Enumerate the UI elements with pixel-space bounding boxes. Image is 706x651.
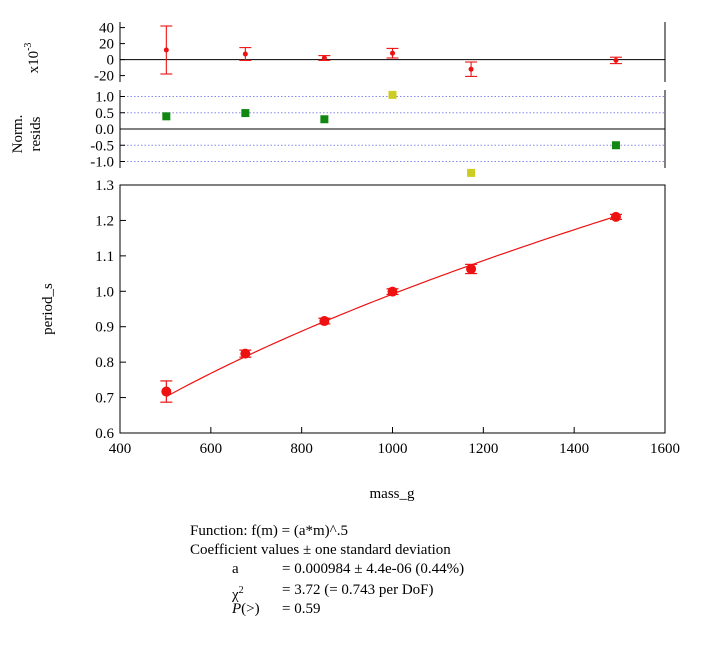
residual-point xyxy=(613,57,619,63)
y-tick-label: 1.3 xyxy=(95,178,114,194)
fit-function: Function: f(m) = (a*m)^.5 xyxy=(190,523,348,539)
norm-tick-label: -1.0 xyxy=(90,155,114,171)
p-suffix: (>) xyxy=(241,601,260,617)
coefficient-header: Coefficient values ± one standard deviat… xyxy=(190,542,451,558)
y-tick-label: 0.6 xyxy=(95,426,114,442)
coefficient-a-label: a xyxy=(232,561,239,577)
data-point xyxy=(387,286,398,297)
main-panel: 400 600 800 1000 1200 1400 1600 0.6 0.7 0.8 0.9 1.0… xyxy=(40,178,680,502)
data-point xyxy=(161,386,172,397)
residual-point xyxy=(163,47,169,53)
y-tick-label: 0.7 xyxy=(95,391,114,407)
residual-point xyxy=(321,55,327,61)
p-value-row: P(>) = 0.59 xyxy=(190,600,451,619)
x-axis-label: mass_g xyxy=(370,486,416,502)
data-point xyxy=(319,316,330,327)
data-point xyxy=(610,211,621,222)
p-symbol: P xyxy=(232,601,242,617)
y-tick-label: 0.8 xyxy=(95,355,114,371)
x-tick-label: 1000 xyxy=(378,441,408,457)
data-point xyxy=(240,348,251,359)
fit-curve xyxy=(166,215,617,398)
norm-axis-label-line1: Norm. xyxy=(10,115,26,154)
residuals-tick-label: 20 xyxy=(99,37,114,53)
x-tick-label: 800 xyxy=(290,441,313,457)
norm-tick-label: 1.0 xyxy=(95,90,114,106)
norm-residual-point xyxy=(320,115,329,124)
y-tick-label: 1.0 xyxy=(95,284,114,300)
norm-axis-label-line2: resids xyxy=(28,116,44,151)
p-value: = 0.59 xyxy=(282,601,321,617)
residuals-label-base: x10 xyxy=(26,51,42,74)
norm-residual-point xyxy=(241,109,250,118)
norm-tick-label: 0.0 xyxy=(95,122,114,138)
x-tick-label: 600 xyxy=(200,441,223,457)
residual-point xyxy=(468,66,474,72)
norm-tick-label: 0.5 xyxy=(95,106,114,122)
x-tick-label: 400 xyxy=(109,441,132,457)
y-tick-label: 1.1 xyxy=(95,249,114,265)
norm-residual-point xyxy=(388,90,397,99)
fit-info: Function: f(m) = (a*m)^.5 Coefficient va… xyxy=(190,522,464,619)
residuals-axis-label: x10-3 xyxy=(23,43,42,74)
residuals-tick-label: -20 xyxy=(94,69,114,85)
coefficient-a-row: a = 0.000984 ± 4.4e-06 (0.44%) xyxy=(190,560,464,579)
y-tick-label: 0.9 xyxy=(95,320,114,336)
x-tick-label: 1600 xyxy=(650,441,680,457)
chi-exponent: 2 xyxy=(238,585,244,596)
coefficient-a-value: = 0.000984 ± 4.4e-06 (0.44%) xyxy=(282,561,465,577)
chi-square-row: χ2 = 3.72 (= 0.743 per DoF) xyxy=(190,581,451,605)
x-tick-label: 1200 xyxy=(468,441,498,457)
y-axis-label: period_s xyxy=(40,283,56,335)
y-tick-label: 1.2 xyxy=(95,213,114,229)
norm-tick-label: -0.5 xyxy=(90,138,114,154)
data-point xyxy=(466,263,477,274)
main-plot-frame xyxy=(119,184,666,434)
norm-residual-point xyxy=(467,168,476,177)
p-value-label: P(>) xyxy=(232,600,260,619)
chi-square-label: χ2 xyxy=(232,581,244,605)
x-tick-label: 1400 xyxy=(559,441,589,457)
chi-square-value: = 3.72 (= 0.743 per DoF) xyxy=(282,582,434,598)
residuals-tick-label: 0 xyxy=(107,53,115,69)
residuals-label-exponent: -3 xyxy=(23,43,34,51)
norm-residual-point xyxy=(611,141,620,150)
norm-residual-point xyxy=(162,112,171,121)
residual-point xyxy=(242,51,248,57)
normalized-residuals-panel: 1.00.50.0-0.5-1.0 Norm. resids xyxy=(10,90,666,177)
residuals-tick-label: 40 xyxy=(99,21,114,37)
chi-symbol: χ xyxy=(232,587,239,603)
residual-point xyxy=(390,50,395,56)
